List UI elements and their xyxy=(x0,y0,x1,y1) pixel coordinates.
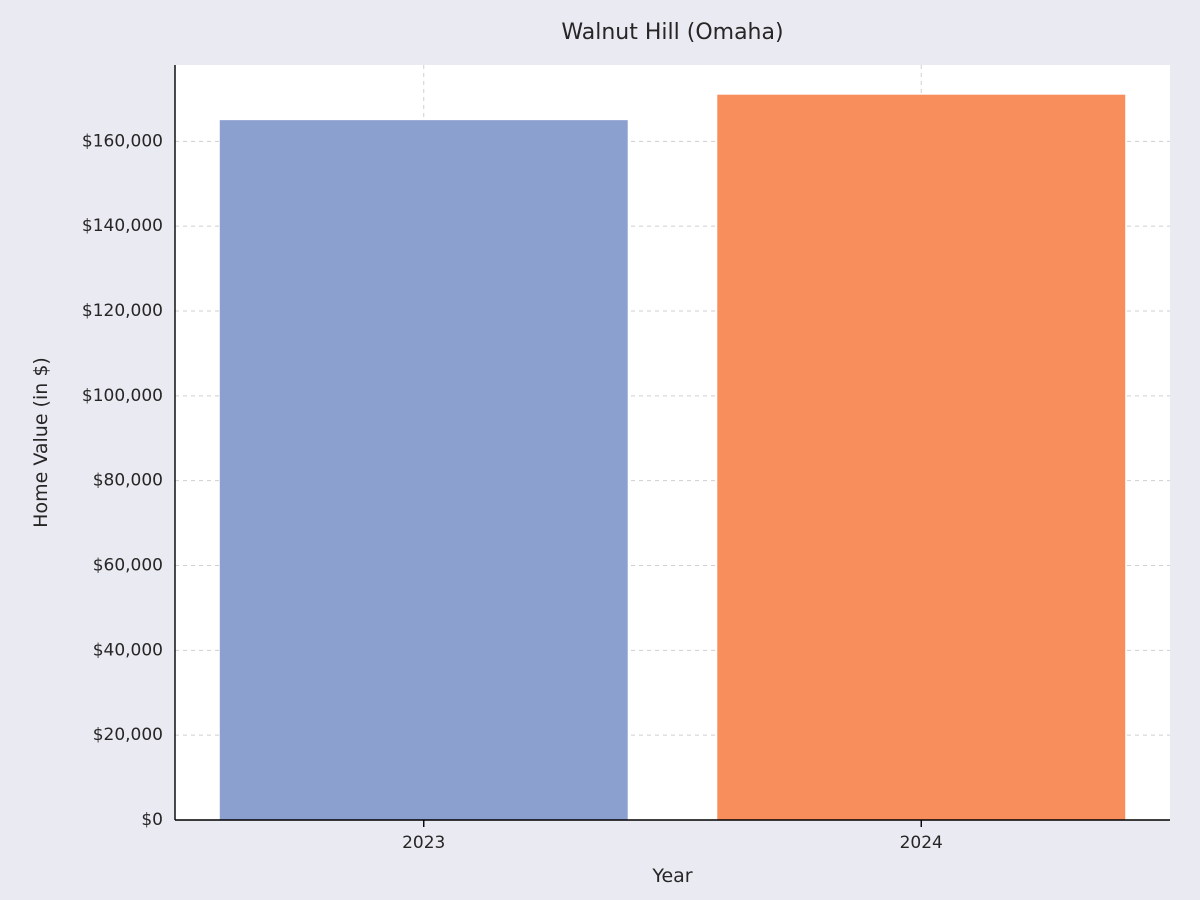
y-tick-label: $60,000 xyxy=(93,556,163,576)
y-axis-label: Home Value (in $) xyxy=(30,357,52,528)
y-tick-label: $140,000 xyxy=(82,216,163,236)
x-tick-label: 2024 xyxy=(900,833,943,853)
bar xyxy=(220,120,628,820)
y-tick-label: $100,000 xyxy=(82,386,163,406)
y-tick-label: $40,000 xyxy=(93,640,163,660)
chart-title: Walnut Hill (Omaha) xyxy=(561,20,783,45)
y-tick-label: $0 xyxy=(141,810,163,830)
y-tick-label: $80,000 xyxy=(93,471,163,491)
y-tick-label: $160,000 xyxy=(82,131,163,151)
bar xyxy=(717,95,1125,820)
x-tick-label: 2023 xyxy=(402,833,445,853)
y-tick-label: $120,000 xyxy=(82,301,163,321)
y-tick-label: $20,000 xyxy=(93,725,163,745)
x-axis-label: Year xyxy=(651,865,692,887)
